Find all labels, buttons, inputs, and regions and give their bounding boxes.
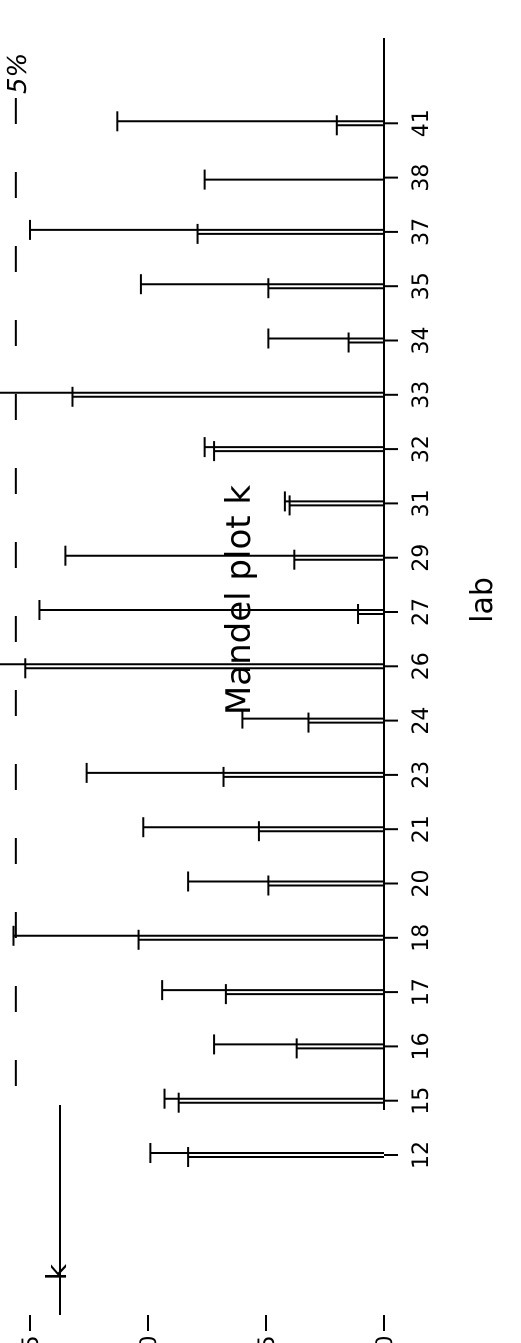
category-tick-label: 33: [409, 381, 434, 409]
category-tick-label: 17: [409, 978, 434, 1006]
value-tick-label: 1.0: [137, 1336, 162, 1343]
category-tick-label: 27: [409, 598, 434, 626]
category-tick-label: 15: [409, 1087, 434, 1115]
category-tick-label: 35: [409, 272, 434, 300]
category-tick-label: 24: [409, 707, 434, 735]
category-tick-label: 20: [409, 870, 434, 898]
category-tick-label: 38: [409, 164, 434, 192]
value-tick-label: 1.5: [19, 1336, 44, 1343]
category-tick-label: 18: [409, 924, 434, 952]
plot-area: 0.00.51.01.52.01%5%121516171820212324262…: [0, 38, 434, 1343]
reference-line-label: 5%: [3, 53, 33, 94]
category-tick-label: 37: [409, 218, 434, 246]
x-axis-label: lab: [465, 577, 500, 623]
value-tick-label: 0.5: [255, 1336, 280, 1343]
category-tick-label: 12: [409, 1141, 434, 1169]
chart-title: Mandel plot k: [219, 485, 259, 715]
category-tick-label: 41: [409, 109, 434, 137]
category-tick-label: 21: [409, 815, 434, 843]
category-tick-label: 29: [409, 544, 434, 572]
category-tick-label: 23: [409, 761, 434, 789]
category-tick-label: 26: [409, 652, 434, 680]
category-tick-label: 34: [409, 327, 434, 355]
category-tick-label: 31: [409, 489, 434, 517]
category-tick-label: 16: [409, 1032, 434, 1060]
y-axis-label: k: [40, 1263, 73, 1280]
value-tick-label: 0.0: [373, 1336, 398, 1343]
category-tick-label: 32: [409, 435, 434, 463]
